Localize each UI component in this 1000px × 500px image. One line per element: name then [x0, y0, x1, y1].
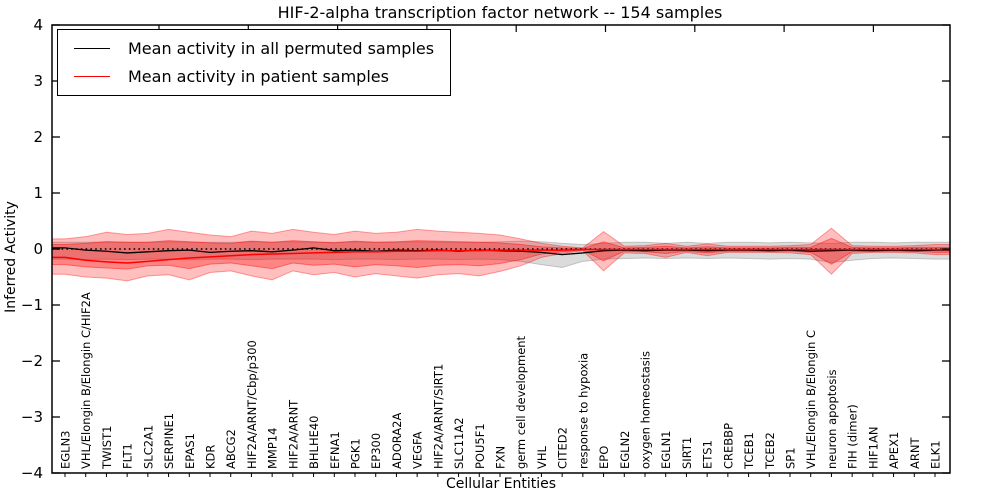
x-tick-label: EP300: [369, 433, 383, 469]
red-line-swatch: [74, 76, 110, 77]
y-tick-label: −4: [21, 464, 43, 482]
y-tick-label: −1: [21, 296, 43, 314]
black-line-swatch: [74, 48, 110, 49]
x-tick-label: FLT1: [121, 443, 135, 469]
legend-label-patient: Mean activity in patient samples: [128, 67, 389, 86]
x-tick-label: VHL/Elongin B/Elongin C: [804, 330, 818, 469]
x-tick-label: response to hypoxia: [576, 353, 590, 469]
x-tick-label: SERPINE1: [162, 413, 176, 469]
x-axis-label: Cellular Entities: [445, 476, 557, 492]
y-axis-label: Inferred Activity: [3, 201, 19, 313]
x-tick-label: neuron apoptosis: [825, 369, 839, 469]
legend: Mean activity in all permuted samples Me…: [57, 29, 452, 96]
x-tick-label: SIRT1: [680, 437, 694, 469]
x-tick-label: CITED2: [556, 427, 570, 469]
y-tick-label: −2: [21, 352, 43, 370]
y-tick-label: 1: [33, 184, 43, 202]
y-tick-label: −3: [21, 408, 43, 426]
x-tick-label: POU5F1: [473, 423, 487, 469]
y-tick-label: 4: [33, 16, 43, 34]
x-tick-label: CREBBP: [721, 423, 735, 469]
x-tick-label: oxygen homeostasis: [639, 351, 653, 469]
x-tick-label: EFNA1: [328, 431, 342, 469]
x-tick-label: EGLN3: [59, 430, 73, 469]
x-tick-label: ADORA2A: [390, 413, 404, 469]
x-tick-label: HIF2A/ARNT/Cbp/p300: [245, 340, 259, 469]
x-tick-label: MMP14: [266, 428, 280, 469]
x-tick-label: EPAS1: [183, 433, 197, 469]
legend-item-permuted: Mean activity in all permuted samples: [74, 39, 434, 58]
x-tick-label: ETS1: [701, 440, 715, 469]
x-tick-label: PGK1: [349, 438, 363, 469]
x-tick-label: germ cell development: [514, 335, 528, 469]
x-tick-label: SLC11A2: [452, 417, 466, 469]
x-tick-label: SP1: [784, 447, 798, 469]
x-tick-label: EGLN2: [618, 430, 632, 469]
x-tick-label: EPO: [597, 446, 611, 469]
x-tick-label: SLC2A1: [141, 425, 155, 469]
x-tick-label: ABCG2: [224, 429, 238, 469]
x-tick-label: TCEB1: [742, 432, 756, 470]
y-tick-label: 3: [33, 72, 43, 90]
chart-title: HIF-2-alpha transcription factor network…: [277, 3, 723, 22]
x-tick-label: FIH (dimer): [846, 404, 860, 469]
x-tick-label: EGLN1: [659, 430, 673, 469]
x-tick-label: VHL: [535, 445, 549, 469]
x-tick-label: TCEB2: [763, 432, 777, 470]
legend-item-patient: Mean activity in patient samples: [74, 67, 434, 86]
legend-label-permuted: Mean activity in all permuted samples: [128, 39, 435, 58]
x-tick-label: HIF2A/ARNT: [286, 399, 300, 469]
x-tick-label: APEX1: [887, 432, 901, 469]
x-tick-label: KDR: [204, 445, 218, 469]
x-tick-label: HIF1AN: [866, 427, 880, 469]
patient-mean-line: [52, 248, 950, 264]
x-tick-label: TWIST1: [100, 426, 114, 470]
x-tick-label: VEGFA: [411, 431, 425, 469]
x-tick-label: ARNT: [908, 437, 922, 469]
x-tick-label: BHLHE40: [307, 416, 321, 470]
x-tick-label: VHL/Elongin B/Elongin C/HIF2A: [79, 292, 93, 469]
x-tick-label: ELK1: [929, 440, 943, 469]
y-tick-label: 0: [33, 240, 43, 258]
x-tick-label: HIF2A/ARNT/SIRT1: [431, 364, 445, 469]
y-tick-label: 2: [33, 128, 43, 146]
x-tick-label: FXN: [494, 446, 508, 469]
